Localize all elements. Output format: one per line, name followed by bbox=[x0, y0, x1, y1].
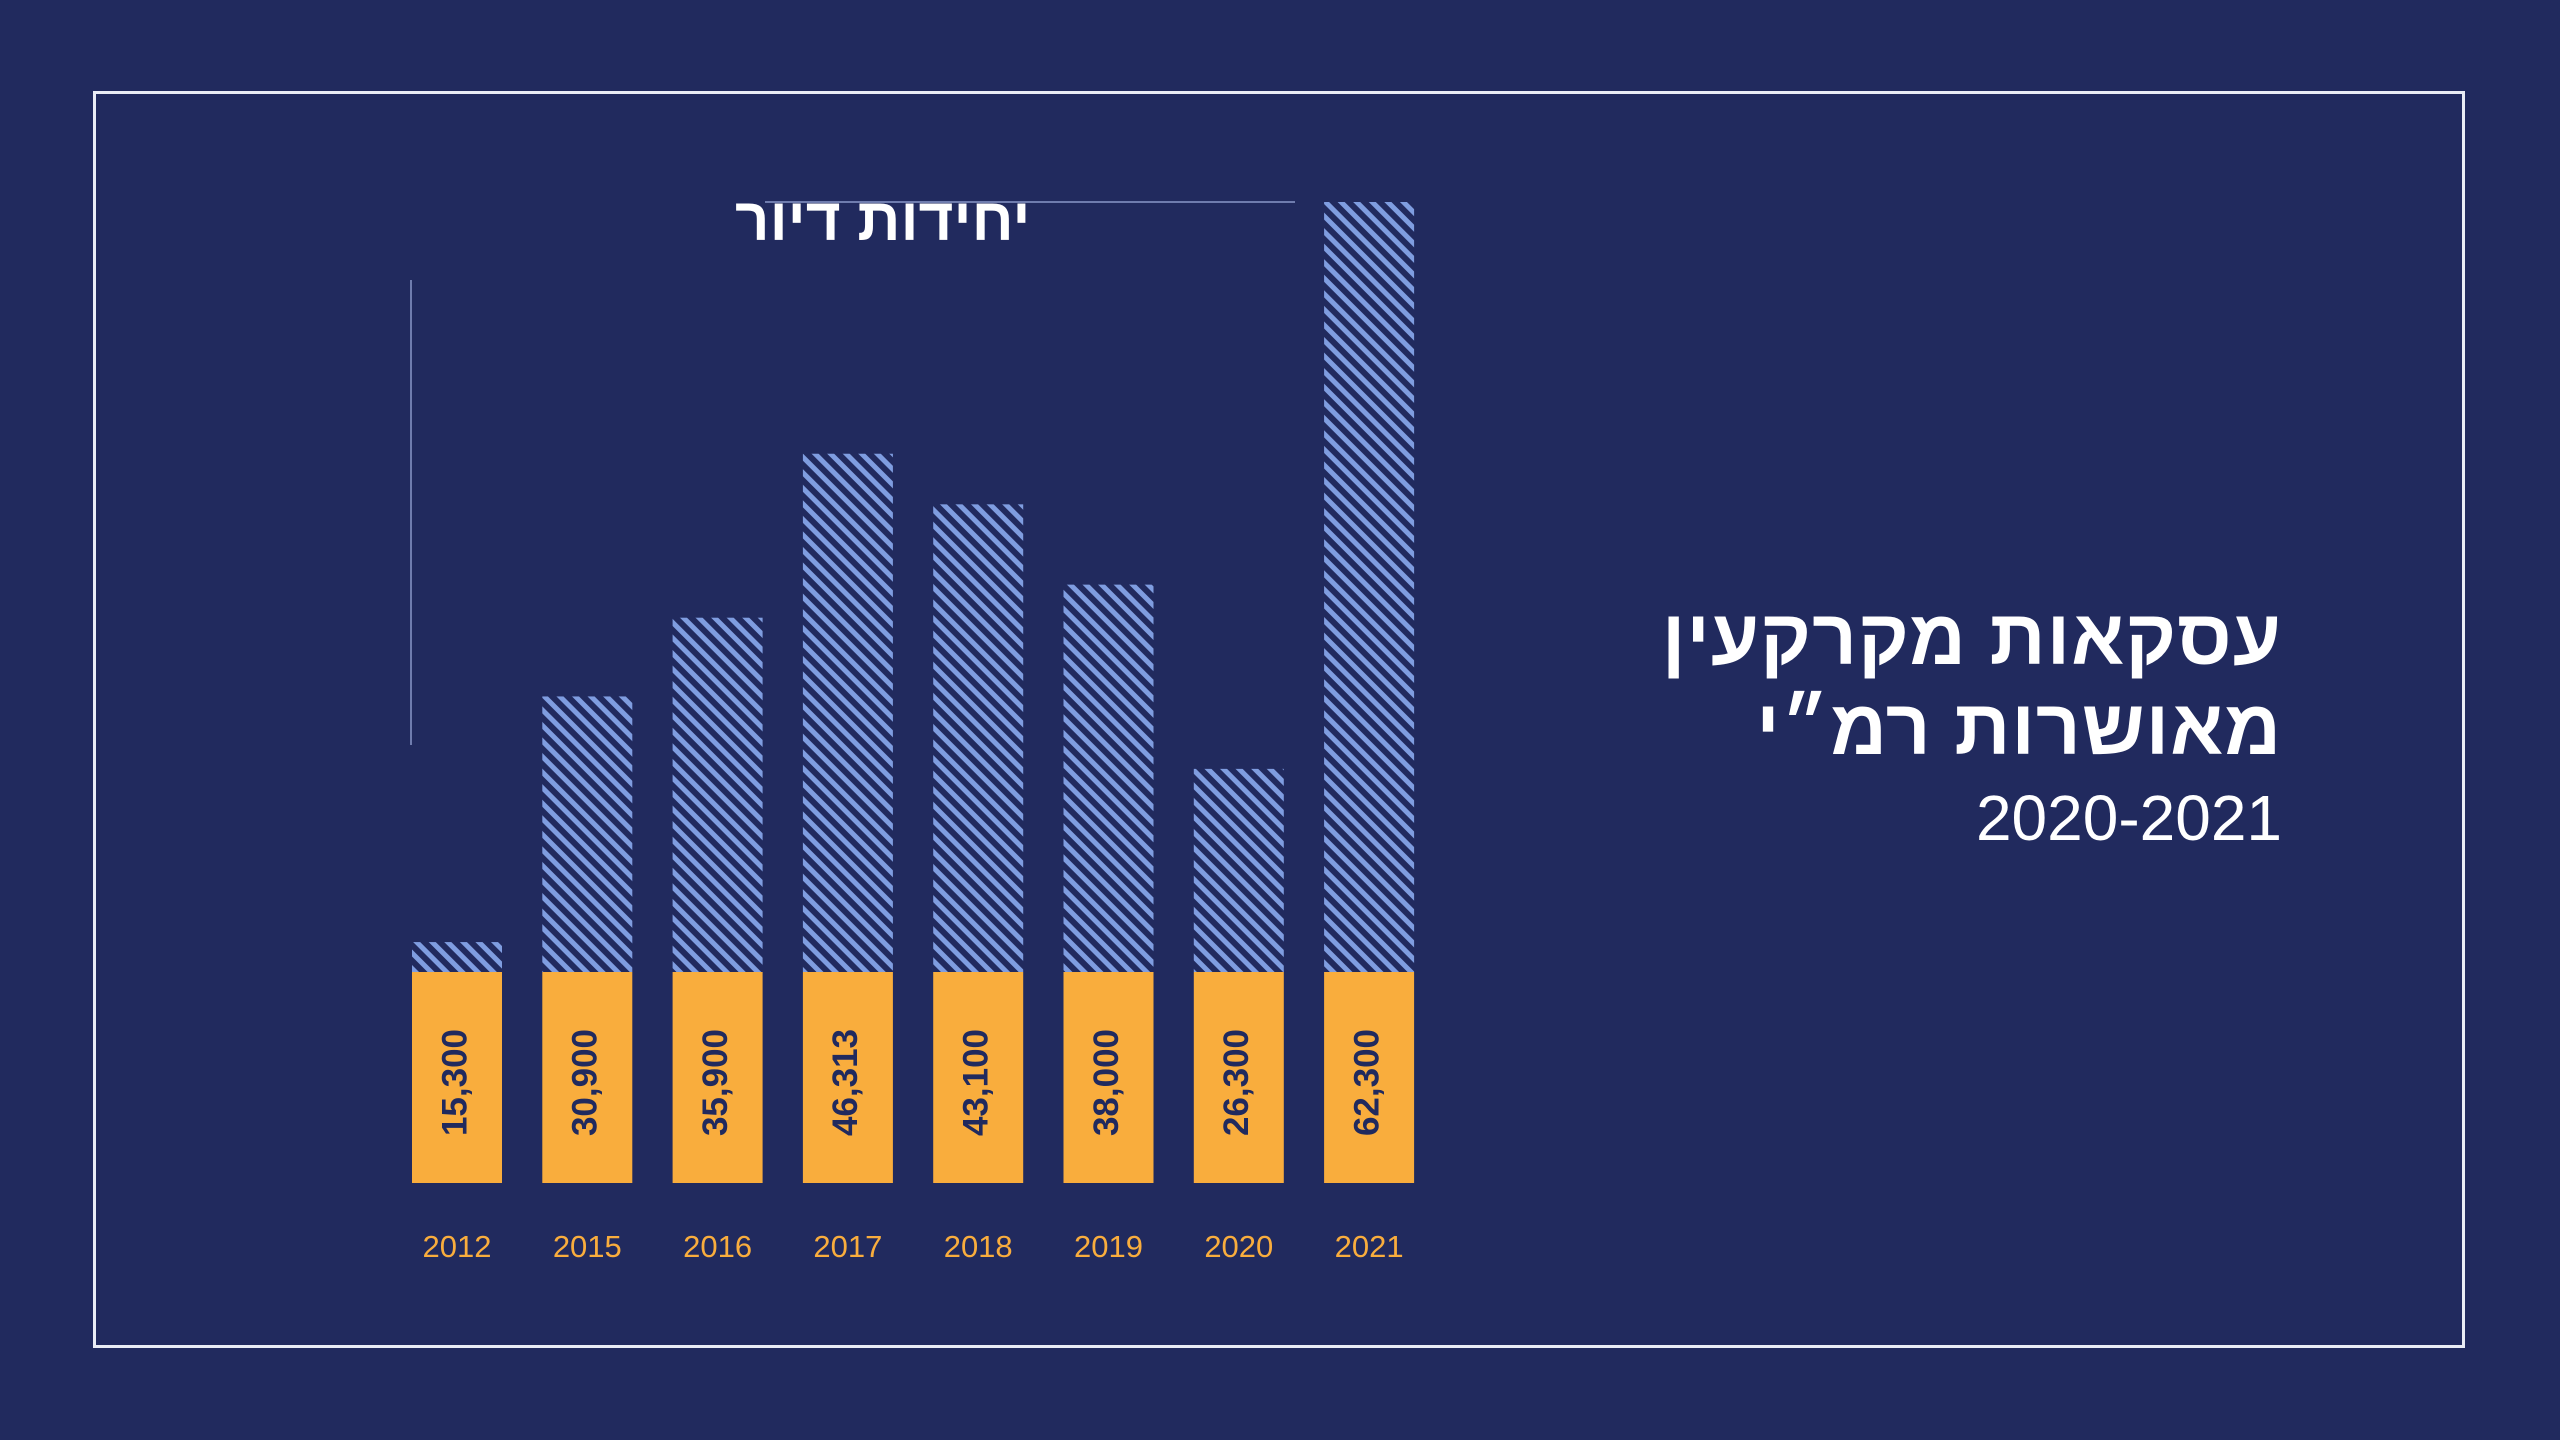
slide-frame bbox=[93, 91, 2465, 1348]
value-label-2017: 46,313 bbox=[826, 1029, 865, 1136]
category-label-2021: 2021 bbox=[1335, 1229, 1404, 1264]
bars: 15,300 2012 30,900 2015 35,900 2016 46,313 2017… bbox=[412, 202, 1415, 1264]
bar-2021 bbox=[1324, 202, 1415, 972]
category-label-2020: 2020 bbox=[1204, 1229, 1273, 1264]
bar-base-2021 bbox=[1324, 972, 1415, 1183]
value-label-2019: 38,000 bbox=[1087, 1029, 1126, 1136]
chart-title-line-1: עסקאות מקרקעין bbox=[1661, 593, 2282, 681]
chart-title-years: 2020-2021 bbox=[1975, 782, 2282, 854]
bar-base-2020 bbox=[1193, 972, 1284, 1183]
bar-2020 bbox=[1193, 768, 1284, 972]
value-label-2018: 43,100 bbox=[956, 1029, 995, 1136]
bar-base-2019 bbox=[1063, 972, 1154, 1183]
bar-base-2015 bbox=[542, 972, 633, 1183]
unit-label: יחידות דיור bbox=[735, 186, 1031, 253]
category-label-2015: 2015 bbox=[553, 1229, 622, 1264]
bar-base-2018 bbox=[933, 972, 1024, 1183]
chart-title-block: עסקאות מקרקעין מאושרות רמ״י 2020-2021 bbox=[1382, 592, 2282, 864]
value-label-2015: 30,900 bbox=[566, 1029, 605, 1136]
category-label-2017: 2017 bbox=[813, 1229, 882, 1264]
bar-2015 bbox=[542, 696, 633, 972]
bar-2019 bbox=[1063, 584, 1154, 972]
category-label-2019: 2019 bbox=[1074, 1229, 1143, 1264]
bar-base-2016 bbox=[672, 972, 763, 1183]
category-label-2018: 2018 bbox=[944, 1229, 1013, 1264]
value-label-2016: 35,900 bbox=[696, 1029, 735, 1136]
bar-base-2017 bbox=[802, 972, 893, 1183]
bar-2017 bbox=[802, 453, 893, 972]
value-label-2020: 26,300 bbox=[1217, 1029, 1256, 1136]
bar-base-2012 bbox=[412, 972, 502, 1183]
category-label-2016: 2016 bbox=[683, 1229, 752, 1264]
value-label-2012: 15,300 bbox=[435, 1029, 474, 1136]
category-label-2012: 2012 bbox=[423, 1229, 492, 1264]
bar-2016 bbox=[672, 617, 763, 972]
chart-title-line-2: מאושרות רמ״י bbox=[1756, 683, 2282, 771]
bar-2018 bbox=[933, 504, 1024, 972]
value-label-2021: 62,300 bbox=[1347, 1029, 1386, 1136]
bar-2012 bbox=[412, 942, 502, 972]
